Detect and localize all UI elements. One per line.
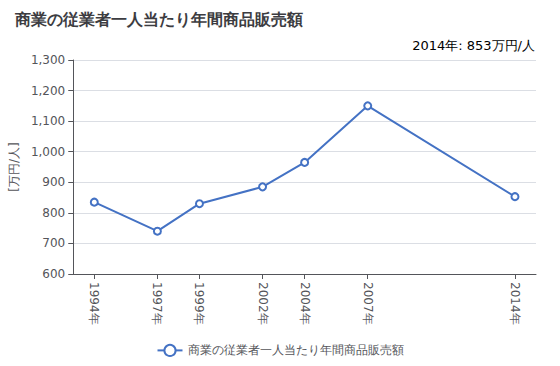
svg-text:900: 900 [42, 175, 65, 189]
svg-text:1,200: 1,200 [31, 84, 65, 98]
svg-text:商業の従業者一人当たり年間商品販売額: 商業の従業者一人当たり年間商品販売額 [188, 343, 404, 357]
svg-text:800: 800 [42, 206, 65, 220]
svg-text:1,000: 1,000 [31, 145, 65, 159]
svg-text:商業の従業者一人当たり年間商品販売額: 商業の従業者一人当たり年間商品販売額 [14, 10, 303, 29]
svg-text:1994年: 1994年 [87, 282, 101, 325]
svg-text:2007年: 2007年 [361, 282, 375, 325]
svg-text:1,300: 1,300 [31, 53, 65, 67]
svg-text:2002年: 2002年 [256, 282, 270, 325]
svg-text:2004年: 2004年 [298, 282, 312, 325]
svg-text:1997年: 1997年 [150, 282, 164, 325]
svg-text:2014年: 2014年 [508, 282, 522, 325]
svg-text:[万円/人]: [万円/人] [7, 142, 21, 191]
svg-text:600: 600 [42, 267, 65, 281]
svg-text:1999年: 1999年 [192, 282, 206, 325]
svg-text:1,100: 1,100 [31, 114, 65, 128]
svg-text:700: 700 [42, 236, 65, 250]
svg-text:2014年: 853万円/人: 2014年: 853万円/人 [412, 38, 535, 53]
